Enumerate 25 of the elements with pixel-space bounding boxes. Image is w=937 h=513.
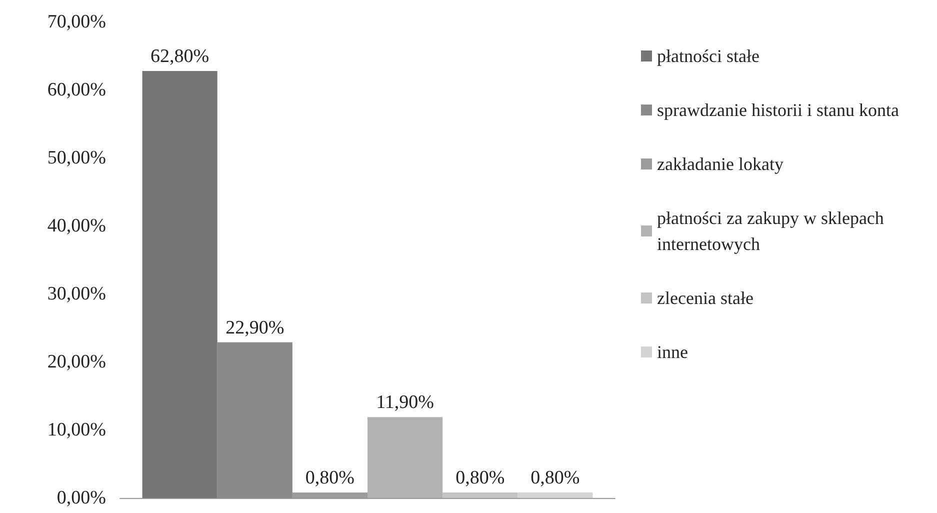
y-tick-label: 50,00% [47,148,106,168]
y-tick-label: 60,00% [47,80,106,100]
legend-label: inne [657,342,688,362]
legend-label: sprawdzanie historii i stanu konta [657,100,899,120]
y-tick-label: 30,00% [47,284,106,304]
data-label: 11,90% [376,392,434,414]
data-label: 22,90% [226,317,284,338]
y-tick-label: 20,00% [47,352,106,372]
legend-label: zlecenia stałe [657,288,754,308]
bar [442,492,518,498]
legend-label: płatności stałe [657,46,760,66]
y-tick-label: 10,00% [47,420,106,440]
y-tick-label: 40,00% [47,216,106,236]
data-label: 0,80% [305,468,355,489]
bar [368,417,443,498]
bar [518,492,593,498]
data-label: 0,80% [530,468,580,489]
bar [217,342,292,498]
legend-label: zakładanie lokaty [657,154,784,174]
data-label: 0,80% [456,468,505,489]
y-tick-label: 0,00% [56,488,106,508]
y-tick-label: 70,00% [47,12,106,32]
legend-label: płatności za zakupy w sklepach internetowych [657,208,888,254]
bar [142,70,218,498]
data-label: 62,80% [150,46,210,67]
